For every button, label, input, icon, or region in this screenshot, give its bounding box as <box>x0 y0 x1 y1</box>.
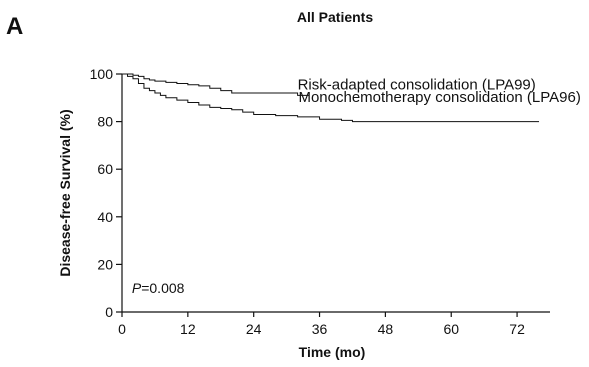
x-tick-label: 0 <box>118 321 126 337</box>
y-tick-label: 100 <box>90 66 114 82</box>
panel-label: A <box>6 13 23 40</box>
p-value-annotation: P=0.008 <box>132 280 185 296</box>
plot-area: 0 20 40 60 80 100 0 12 24 36 48 60 72 <box>90 66 550 337</box>
survival-curves <box>122 73 540 123</box>
x-tick-label: 12 <box>180 321 196 337</box>
x-tick-label: 72 <box>509 321 525 337</box>
curve-lpa96 <box>122 73 540 123</box>
p-value-text: =0.008 <box>141 280 184 296</box>
x-tick-label: 24 <box>246 321 262 337</box>
y-tick-label: 20 <box>97 256 113 272</box>
x-ticks: 0 12 24 36 48 60 72 <box>118 312 525 337</box>
x-axis-label: Time (mo) <box>299 344 366 360</box>
chart-title: All Patients <box>297 9 373 25</box>
y-tick-label: 80 <box>97 114 113 130</box>
curve-lpa99 <box>122 73 309 96</box>
y-tick-label: 40 <box>97 209 113 225</box>
y-tick-label: 60 <box>97 161 113 177</box>
p-value-symbol: P <box>132 280 142 296</box>
x-tick-label: 60 <box>443 321 459 337</box>
legend-label-lpa96: Monochemotherapy consolidation (LPA96) <box>298 89 580 106</box>
legend-label-lpa99: Risk-adapted consolidation (LPA99) <box>298 76 536 93</box>
x-tick-label: 48 <box>378 321 394 337</box>
x-tick-label: 36 <box>312 321 328 337</box>
y-ticks: 0 20 40 60 80 100 <box>90 66 122 320</box>
y-tick-label: 0 <box>105 304 113 320</box>
y-axis-label: Disease-free Survival (%) <box>57 109 73 276</box>
